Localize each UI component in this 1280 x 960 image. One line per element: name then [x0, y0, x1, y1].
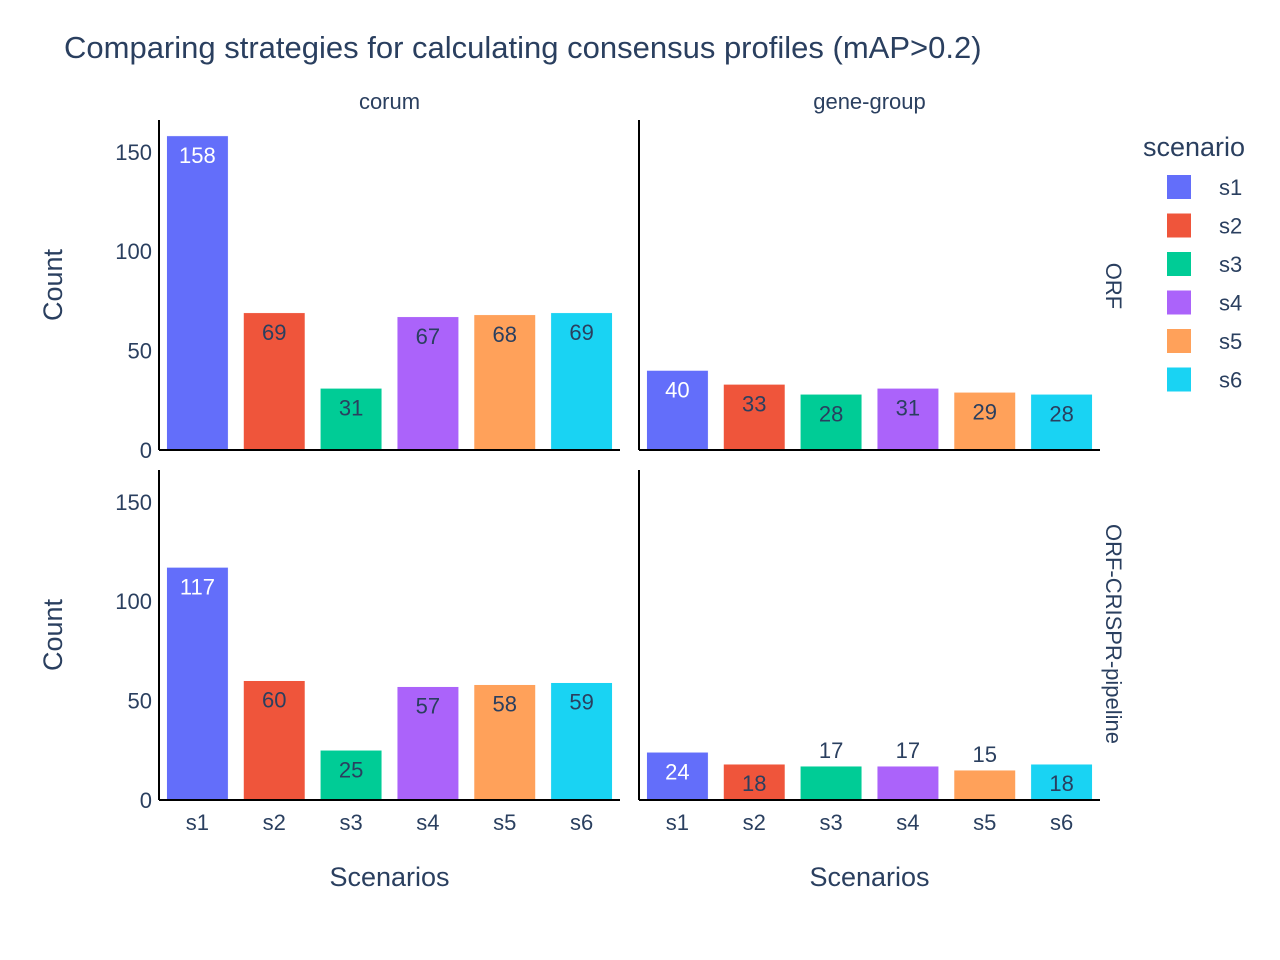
- data-label-orf-corum-s1: 158: [179, 143, 216, 168]
- legend-label-s2: s2: [1219, 214, 1242, 239]
- y-tick-orf-crispr-pipeline-corum-100: 100: [115, 589, 152, 614]
- x-tick-orf-crispr-pipeline-gene-group-s5: s5: [973, 810, 996, 835]
- data-label-orf-crispr-pipeline-gene-group-s4: 17: [896, 738, 920, 763]
- data-label-orf-crispr-pipeline-gene-group-s2: 18: [742, 771, 766, 796]
- bar-orf-crispr-pipeline-corum-s1: [166, 567, 229, 801]
- data-label-orf-gene-group-s1: 40: [665, 377, 689, 402]
- bar-orf-crispr-pipeline-corum-s5: [473, 684, 536, 801]
- panel-orf-corum: 158 69 31 67 68 69 0 50 100 150 Count: [38, 120, 620, 463]
- data-label-orf-crispr-pipeline-gene-group-s6: 18: [1049, 771, 1073, 796]
- bar-orf-gene-group-s2: [723, 384, 786, 451]
- panel-orf-gene-group: 40 33 28 31 29 28: [638, 120, 1100, 451]
- data-label-orf-crispr-pipeline-corum-s5: 58: [493, 692, 517, 717]
- legend-label-s4: s4: [1219, 291, 1242, 316]
- y-tick-orf-corum-100: 100: [115, 239, 152, 264]
- x-axis-title-orf-crispr-pipeline-gene-group: Scenarios: [809, 862, 929, 892]
- data-label-orf-corum-s4: 67: [416, 324, 440, 349]
- bar-orf-crispr-pipeline-corum-s2: [243, 680, 306, 801]
- legend-label-s1: s1: [1219, 175, 1242, 200]
- data-label-orf-crispr-pipeline-corum-s2: 60: [262, 688, 286, 713]
- data-label-orf-gene-group-s3: 28: [819, 401, 843, 426]
- x-tick-orf-crispr-pipeline-corum-s2: s2: [263, 810, 286, 835]
- x-tick-orf-crispr-pipeline-gene-group-s6: s6: [1050, 810, 1073, 835]
- y-tick-orf-crispr-pipeline-corum-150: 150: [115, 490, 152, 515]
- legend-label-s3: s3: [1219, 252, 1242, 277]
- y-tick-orf-corum-150: 150: [115, 140, 152, 165]
- x-tick-orf-crispr-pipeline-gene-group-s2: s2: [743, 810, 766, 835]
- y-tick-orf-corum-0: 0: [140, 438, 152, 463]
- bar-orf-gene-group-s5: [953, 392, 1016, 451]
- x-tick-orf-crispr-pipeline-corum-s1: s1: [186, 810, 209, 835]
- facet-title-orf: ORF: [1101, 263, 1126, 309]
- bar-orf-corum-s3: [320, 388, 383, 451]
- y-tick-orf-corum-50: 50: [128, 339, 152, 364]
- bar-orf-crispr-pipeline-gene-group-s2: [723, 763, 786, 801]
- data-label-orf-crispr-pipeline-corum-s3: 25: [339, 757, 363, 782]
- y-axis-title-orf-corum: Count: [38, 248, 68, 321]
- data-label-orf-crispr-pipeline-gene-group-s3: 17: [819, 738, 843, 763]
- bar-orf-crispr-pipeline-gene-group-s4: [876, 765, 939, 801]
- x-tick-orf-crispr-pipeline-gene-group-s3: s3: [819, 810, 842, 835]
- legend-swatch-s4: [1167, 290, 1191, 315]
- legend-label-s5: s5: [1219, 329, 1242, 354]
- legend-swatch-s2: [1167, 213, 1191, 238]
- facet-title-gene-group: gene-group: [813, 89, 926, 114]
- data-label-orf-corum-s5: 68: [493, 322, 517, 347]
- data-label-orf-gene-group-s2: 33: [742, 391, 766, 416]
- bar-orf-corum-s6: [550, 312, 613, 451]
- bar-orf-corum-s4: [396, 316, 459, 451]
- legend-swatch-s1: [1167, 175, 1191, 199]
- facet-title-corum: corum: [359, 89, 420, 114]
- bar-orf-crispr-pipeline-corum-s6: [550, 682, 613, 801]
- x-tick-orf-crispr-pipeline-corum-s6: s6: [570, 810, 593, 835]
- bar-orf-gene-group-s4: [876, 388, 939, 451]
- legend-swatch-s3: [1167, 252, 1191, 276]
- data-label-orf-crispr-pipeline-gene-group-s5: 15: [973, 742, 997, 767]
- x-tick-orf-crispr-pipeline-corum-s5: s5: [493, 810, 516, 835]
- bar-orf-crispr-pipeline-gene-group-s5: [953, 769, 1016, 801]
- bar-orf-corum-s2: [243, 312, 306, 451]
- data-label-orf-crispr-pipeline-corum-s1: 117: [180, 574, 215, 599]
- bar-orf-crispr-pipeline-corum-s4: [396, 686, 459, 801]
- data-label-orf-gene-group-s4: 31: [896, 395, 920, 420]
- x-tick-orf-crispr-pipeline-corum-s3: s3: [339, 810, 362, 835]
- x-tick-orf-crispr-pipeline-gene-group-s4: s4: [896, 810, 919, 835]
- y-axis-title-orf-crispr-pipeline-corum: Count: [38, 598, 68, 671]
- legend-swatch-s6: [1167, 367, 1191, 392]
- bar-orf-corum-s5: [473, 314, 536, 451]
- y-tick-orf-crispr-pipeline-corum-0: 0: [140, 788, 152, 813]
- bar-orf-gene-group-s3: [800, 394, 863, 451]
- panel-orf-crispr-pipeline-corum: 117 60 25 57 58 59 0 50 100 150 Count s1 s2 s3 s4 s5 s6 S…: [38, 470, 620, 892]
- bar-orf-gene-group-s1: [646, 370, 709, 451]
- bar-orf-crispr-pipeline-gene-group-s3: [800, 765, 863, 801]
- bar-orf-crispr-pipeline-gene-group-s6: [1030, 763, 1093, 801]
- data-label-orf-gene-group-s5: 29: [973, 399, 997, 424]
- bar-orf-crispr-pipeline-gene-group-s1: [646, 752, 709, 801]
- bar-orf-corum-s1: [166, 135, 229, 451]
- data-label-orf-crispr-pipeline-corum-s6: 59: [569, 690, 593, 715]
- data-label-orf-crispr-pipeline-corum-s4: 57: [416, 694, 440, 719]
- x-tick-orf-crispr-pipeline-gene-group-s1: s1: [666, 810, 689, 835]
- x-axis-title-orf-crispr-pipeline-corum: Scenarios: [329, 862, 449, 892]
- panel-orf-crispr-pipeline-gene-group: 24 18 17 17 15 18 s1 s2 s3 s4 s5 s6 Scenarios: [638, 470, 1100, 892]
- legend-label-s6: s6: [1219, 368, 1242, 393]
- data-label-orf-gene-group-s6: 28: [1049, 401, 1073, 426]
- legend: scenario s1 s2 s3 s4 s5 s6: [1143, 132, 1245, 393]
- chart-title: Comparing strategies for calculating con…: [64, 30, 982, 65]
- data-label-orf-corum-s6: 69: [569, 320, 593, 345]
- legend-title: scenario: [1143, 132, 1245, 162]
- y-tick-orf-crispr-pipeline-corum-50: 50: [128, 689, 152, 714]
- x-tick-orf-crispr-pipeline-corum-s4: s4: [416, 810, 439, 835]
- bar-orf-gene-group-s6: [1030, 394, 1093, 451]
- data-label-orf-crispr-pipeline-gene-group-s1: 24: [665, 759, 689, 784]
- data-label-orf-corum-s3: 31: [339, 395, 363, 420]
- legend-swatch-s5: [1167, 329, 1191, 353]
- data-label-orf-corum-s2: 69: [262, 320, 286, 345]
- facet-title-orf-crispr-pipeline: ORF-CRISPR-pipeline: [1101, 524, 1126, 744]
- panels: corum gene-group ORF ORF-CRISPR-pipeline 158…: [38, 89, 1126, 892]
